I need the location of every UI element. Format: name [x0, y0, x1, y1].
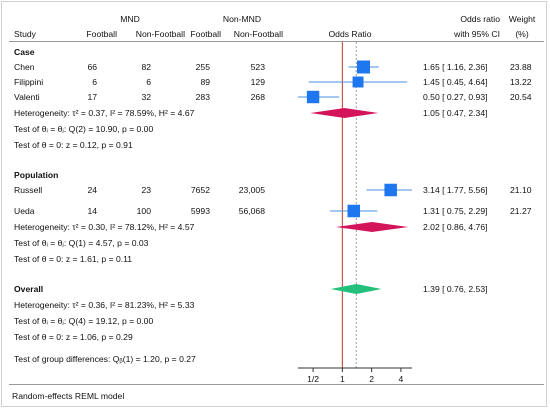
mnd-nonfootball-count: 32	[141, 92, 151, 102]
ci-label: 0.50 [ 0.27, 0.93]	[423, 92, 488, 102]
nonmnd-nonfootball-count: 268	[250, 92, 265, 102]
weight-label: 23.88	[510, 62, 532, 72]
header-rule	[9, 41, 544, 42]
study-name: Chen	[14, 62, 35, 72]
study-name: Russell	[14, 185, 43, 195]
col-mnd-football: Football	[86, 29, 117, 39]
x-tick-label: 1	[340, 374, 345, 384]
heterogeneity-population: Heterogeneity: τ² = 0.30, I² = 78.12%, H…	[14, 222, 195, 232]
test-thetas-case: Test of θᵢ = θⱼ: Q(2) = 10.90, p = 0.00	[14, 124, 154, 134]
mnd-football-count: 66	[87, 62, 97, 72]
overall-diamond	[330, 284, 382, 294]
overall-ci-label: 1.39 [ 0.76, 2.53]	[423, 284, 488, 294]
test-zero-overall: Test of θ = 0: z = 1.06, p = 0.29	[14, 332, 133, 342]
nonmnd-football-count: 283	[195, 92, 210, 102]
col-or-title-line1: Odds ratio	[460, 14, 500, 24]
col-study: Study	[14, 29, 36, 39]
study-square	[357, 60, 371, 74]
mnd-nonfootball-count: 23	[141, 185, 151, 195]
nonmnd-football-count: 5993	[190, 206, 210, 216]
mnd-football-count: 6	[92, 77, 97, 87]
mnd-football-count: 14	[87, 206, 97, 216]
overall-label: Overall	[14, 284, 44, 294]
nonmnd-football-count: 7652	[190, 185, 210, 195]
ci-label: 1.65 [ 1.16, 2.36]	[423, 62, 488, 72]
mnd-nonfootball-count: 6	[146, 77, 151, 87]
mnd-nonfootball-count: 100	[136, 206, 151, 216]
mnd-football-count: 17	[87, 92, 97, 102]
study-name: Ueda	[14, 206, 35, 216]
study-square	[352, 76, 364, 88]
heterogeneity-overall: Heterogeneity: τ² = 0.36, I² = 81.23%, H…	[14, 300, 195, 310]
test-thetas-overall: Test of θᵢ = θⱼ: Q(4) = 19.12, p = 0.00	[14, 316, 154, 326]
group-label-case: Case	[14, 47, 35, 57]
subgroup-diamond	[310, 108, 379, 118]
footer-rule	[9, 384, 544, 385]
col-weight-title-line2: (%)	[515, 29, 529, 39]
study-square	[384, 183, 397, 197]
subgroup-ci-label: 2.02 [ 0.86, 4.76]	[423, 222, 488, 232]
mnd-football-count: 24	[87, 185, 97, 195]
nonmnd-nonfootball-count: 129	[250, 77, 265, 87]
x-tick-label: 4	[399, 374, 404, 384]
ci-label: 1.45 [ 0.45, 4.64]	[423, 77, 488, 87]
test-thetas-population: Test of θᵢ = θⱼ: Q(1) = 4.57, p = 0.03	[14, 238, 149, 248]
study-square	[347, 204, 361, 218]
group-label-population: Population	[14, 170, 59, 180]
test-zero-case: Test of θ = 0: z = 0.12, p = 0.91	[14, 140, 133, 150]
study-name: Filippini	[14, 77, 44, 87]
test-group-differences: Test of group differences: Qᵦ(1) = 1.20,…	[14, 354, 196, 364]
col-or-title-line2: with 95% CI	[454, 29, 500, 39]
nonmnd-football-count: 255	[195, 62, 210, 72]
footer-note: Random-effects REML model	[12, 391, 125, 401]
test-zero-population: Test of θ = 0: z = 1.61, p = 0.11	[14, 254, 133, 264]
nonmnd-nonfootball-count: 23,005	[238, 185, 265, 195]
col-weight-title-line1: Weight	[508, 14, 536, 24]
x-tick-label: 1/2	[307, 374, 319, 384]
col-nonmnd-nonfootball: Non-Football	[233, 29, 283, 39]
weight-label: 13.22	[510, 77, 532, 87]
mnd-nonfootball-count: 82	[141, 62, 151, 72]
study-square	[306, 90, 320, 104]
col-plot-title: Odds Ratio	[328, 29, 372, 39]
subgroup-ci-label: 1.05 [ 0.47, 2.34]	[423, 108, 488, 118]
weight-label: 21.27	[510, 206, 532, 216]
col-nonmnd-football: Football	[190, 29, 221, 39]
study-name: Valenti	[14, 92, 40, 102]
nonmnd-football-count: 89	[200, 77, 210, 87]
col-mnd-nonfootball: Non-Football	[135, 29, 185, 39]
group-header-nonmnd: Non-MND	[222, 14, 262, 24]
heterogeneity-case: Heterogeneity: τ² = 0.37, I² = 78.59%, H…	[14, 108, 195, 118]
nonmnd-nonfootball-count: 523	[250, 62, 265, 72]
ci-label: 1.31 [ 0.75, 2.29]	[423, 206, 488, 216]
weight-label: 21.10	[510, 185, 532, 195]
nonmnd-nonfootball-count: 56,068	[238, 206, 265, 216]
subgroup-diamond	[335, 222, 409, 232]
group-header-mnd: MND	[120, 14, 140, 24]
x-tick-label: 2	[369, 374, 374, 384]
ci-label: 3.14 [ 1.77, 5.56]	[423, 185, 488, 195]
weight-label: 20.54	[510, 92, 532, 102]
